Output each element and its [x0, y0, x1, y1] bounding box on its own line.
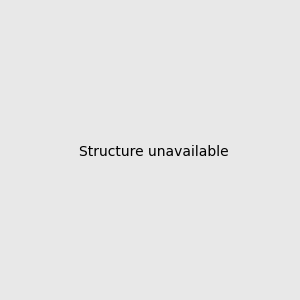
Text: Structure unavailable: Structure unavailable	[79, 145, 229, 158]
